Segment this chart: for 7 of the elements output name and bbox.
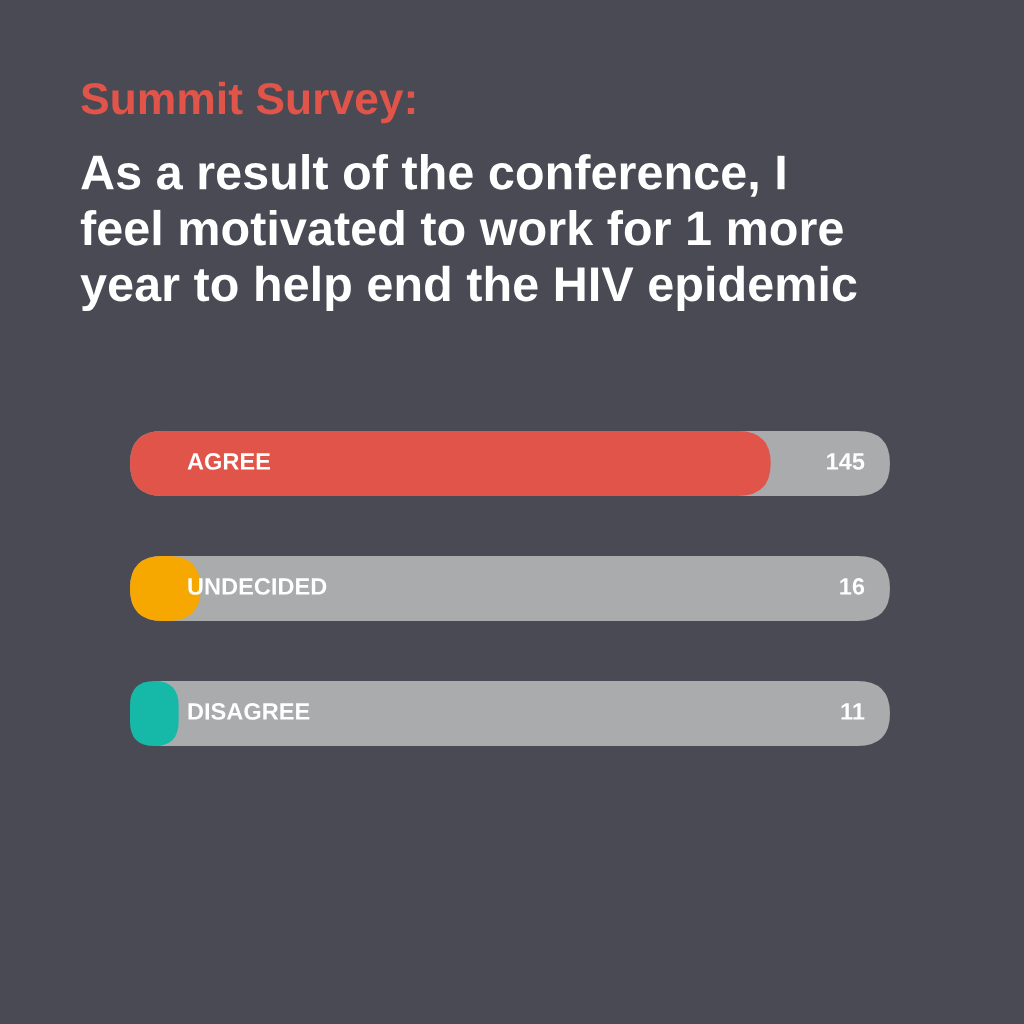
data-label: 145 xyxy=(827,453,865,470)
data-label: 16 xyxy=(840,578,865,595)
data-label: 11 xyxy=(841,703,865,720)
chart-subtitle: As a result of the conference, I feel motivated to work for 1 more year to help end the HIV epidemic xyxy=(80,154,857,312)
chart-title: Summit Survey: xyxy=(81,81,415,124)
y-tick-label: AGREE xyxy=(187,453,270,470)
y-tick-label: DISAGREE xyxy=(188,703,310,720)
